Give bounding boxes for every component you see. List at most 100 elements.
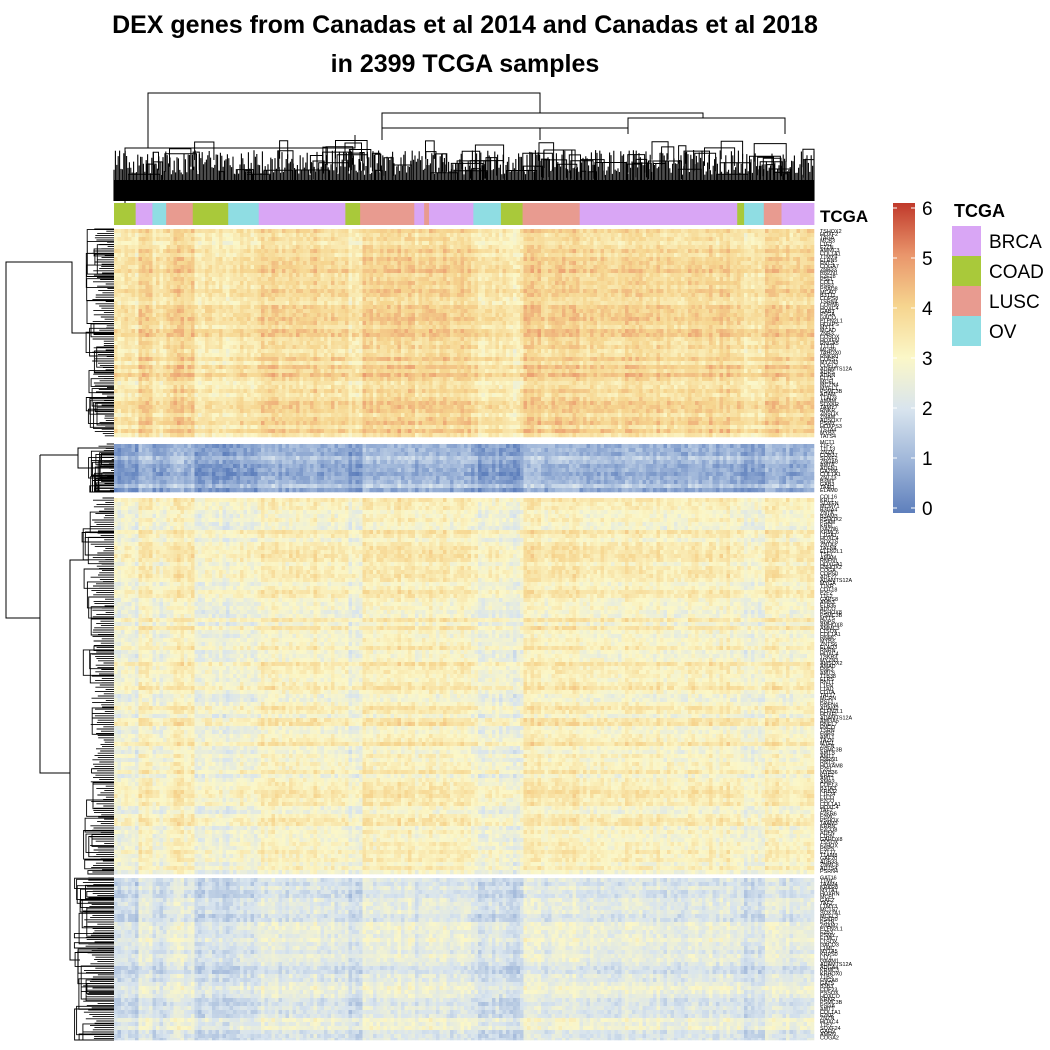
annotation-segment-lusc bbox=[166, 203, 194, 225]
row-label: MCEL bbox=[820, 895, 835, 901]
row-label: SOXTA1 bbox=[820, 911, 841, 917]
row-label: GAB3 bbox=[820, 482, 834, 488]
legend-label-coad: COAD bbox=[989, 262, 1044, 283]
row-label: T1B3 bbox=[820, 975, 833, 981]
row-label: ZNB33 bbox=[820, 267, 837, 273]
row-label: ELTS bbox=[820, 376, 833, 382]
row-label: COEL2 bbox=[820, 363, 838, 369]
row-label: MYEL1 bbox=[820, 386, 838, 392]
color-scale-tick-label: 4 bbox=[922, 299, 933, 320]
row-label: F2CO bbox=[820, 799, 834, 805]
row-label: TAAM4 bbox=[820, 882, 838, 888]
color-scale-bar bbox=[893, 203, 915, 513]
row-label: AMT1 bbox=[820, 1007, 834, 1013]
heatmap-cluster-3 bbox=[114, 498, 815, 875]
row-label: COTA bbox=[820, 690, 835, 696]
row-label: COL1 bbox=[820, 280, 834, 286]
row-label: COL1A1 bbox=[820, 472, 841, 478]
row-label: MCAD bbox=[820, 290, 836, 296]
row-label: ZNZN bbox=[820, 1016, 834, 1022]
row-dendrogram-leaves bbox=[73, 228, 114, 1041]
row-label: ADAMTS12A bbox=[820, 962, 852, 968]
row-label: L1GA1 bbox=[820, 533, 837, 539]
row-label: FNPS bbox=[820, 731, 835, 737]
annotation-segment-brca bbox=[414, 203, 425, 225]
row-label: GATS bbox=[820, 981, 835, 987]
row-label: ADAMTS12A bbox=[820, 578, 852, 584]
row-label: MYTA1 bbox=[820, 888, 838, 894]
row-label: COL1A1 bbox=[820, 1010, 841, 1016]
row-label: MCRN bbox=[820, 696, 836, 702]
row-label: COT18 bbox=[820, 587, 837, 593]
row-label: TAF2 bbox=[820, 808, 833, 814]
row-label: B3T11 bbox=[820, 293, 835, 299]
annotation-segment-coad bbox=[114, 203, 137, 225]
row-label: TAZN bbox=[820, 738, 834, 744]
row-label: L1MC bbox=[820, 946, 834, 952]
annotation-bar bbox=[114, 203, 815, 225]
row-label: KRMC3 bbox=[820, 968, 839, 974]
row-label: MYB3 bbox=[820, 431, 835, 437]
row-label: ZNFN bbox=[820, 744, 834, 750]
row-label: GAFN bbox=[820, 1029, 835, 1035]
row-label: RNKR bbox=[820, 408, 835, 414]
row-label: TSEL bbox=[820, 552, 833, 558]
row-label: ZNTS6 bbox=[820, 642, 837, 648]
row-label: F2EL bbox=[820, 767, 833, 773]
row-label: HOXRN bbox=[820, 891, 840, 897]
row-label: MCMY1 bbox=[820, 504, 839, 510]
row-label: KRKR8 bbox=[820, 885, 838, 891]
row-label: PSMC3B bbox=[820, 389, 843, 395]
row-label: PSMC3B bbox=[820, 747, 843, 753]
row-label: MCTS7 bbox=[820, 907, 838, 913]
row-label: PSHOX8 bbox=[820, 610, 842, 616]
row-label: RNPS bbox=[820, 619, 835, 625]
row-label: SOXF24 bbox=[820, 1026, 841, 1032]
legend-swatch-lusc bbox=[952, 286, 981, 316]
row-label: AMRN bbox=[820, 1032, 836, 1038]
row-label: MYZN3 bbox=[820, 360, 838, 366]
row-label: TAF2 bbox=[820, 901, 833, 907]
row-label: MCEL3 bbox=[820, 914, 838, 920]
annotation-segment-lusc bbox=[360, 203, 415, 225]
row-label: L1T1 bbox=[820, 955, 832, 961]
legend-label-lusc: LUSC bbox=[989, 292, 1040, 313]
row-label: AMT1 bbox=[820, 754, 834, 760]
row-label: KRF2 bbox=[820, 773, 834, 779]
row-label: PSKR0 bbox=[820, 917, 838, 923]
row-label: FNGA8 bbox=[820, 978, 838, 984]
annotation-segment-ov bbox=[744, 203, 765, 225]
color-scale-tick-label: 6 bbox=[922, 199, 933, 220]
row-label: T1AM8 bbox=[820, 853, 837, 859]
row-label: ADPS bbox=[820, 370, 835, 376]
row-label: GAF20 bbox=[820, 856, 837, 862]
row-label: MYB3 bbox=[820, 639, 835, 645]
row-label: T1B38 bbox=[820, 674, 836, 680]
row-label: ELFN2L1 bbox=[820, 709, 843, 715]
row-label: PSRN4 bbox=[820, 869, 838, 875]
row-label: MCB3 bbox=[820, 239, 835, 245]
row-label: GAT16 bbox=[820, 875, 837, 881]
chart-title-line2: in 2399 TCGA samples bbox=[0, 49, 930, 79]
row-label: HOXGA1 bbox=[820, 562, 842, 568]
row-label: AMT1 bbox=[820, 776, 834, 782]
row-label: RNZN1 bbox=[820, 271, 838, 277]
row-label: MYTA5 bbox=[820, 949, 838, 955]
row-label: RNRN bbox=[820, 648, 836, 654]
row-label: TSRN bbox=[820, 728, 835, 734]
row-label: HOXAM8 bbox=[820, 763, 843, 769]
row-label: HOXPS3 bbox=[820, 424, 842, 430]
row-label: B3B3 bbox=[820, 984, 833, 990]
row-label: COGA7 bbox=[820, 264, 839, 270]
row-label: ELRN5 bbox=[820, 258, 837, 264]
row-label: ZNZN bbox=[820, 450, 834, 456]
row-label: B3TA3 bbox=[820, 786, 836, 792]
row-label: T1AD3 bbox=[820, 395, 837, 401]
row-label: ZNAM7 bbox=[820, 923, 838, 929]
row-label: ADCO bbox=[820, 607, 836, 613]
row-label: ADTS4 bbox=[820, 866, 837, 872]
row-label: ADGA4 bbox=[820, 965, 838, 971]
row-label: L1FN bbox=[820, 683, 833, 689]
row-label: AMAD bbox=[820, 664, 836, 670]
row-label: MYT1 bbox=[820, 325, 834, 331]
